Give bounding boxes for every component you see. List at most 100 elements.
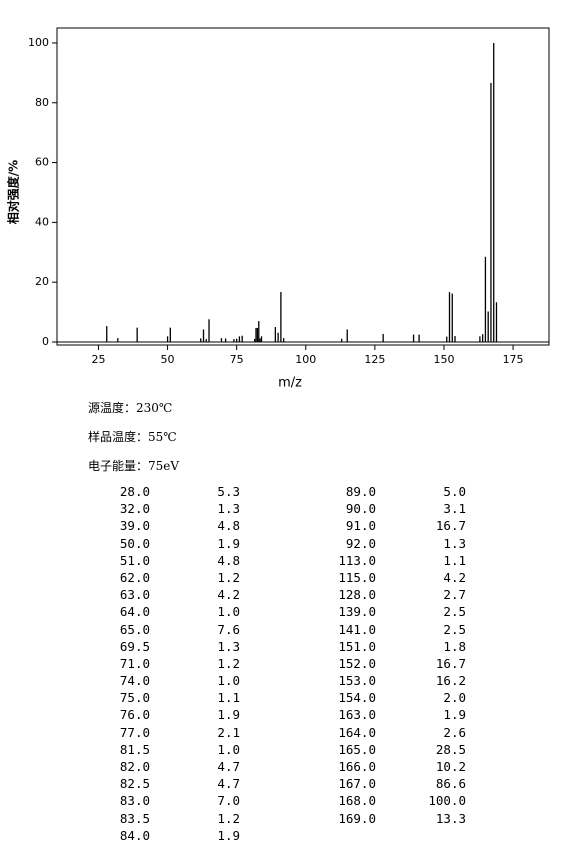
y-tick-label: 100 (28, 36, 49, 49)
table-row: 28.0 5.3 89.0 5.0 (90, 484, 490, 501)
condition: 样品温度：55℃ (88, 430, 177, 444)
table-cell: 4.2 (217, 587, 240, 603)
table-row: 62.0 1.2 115.0 4.2 (90, 570, 490, 587)
chart: m/z 相对强度/% 0 20 40 60 80 100 25 50 75 100 125 150 17… (6, 27, 550, 391)
table-cell: 168.0 (338, 793, 376, 809)
table-cell: 39.0 (119, 518, 150, 534)
table-cell: 141.0 (338, 621, 376, 637)
table-row: 76.0 1.9 163.0 1.9 (90, 707, 490, 724)
table-cell: 113.0 (338, 552, 376, 568)
table-cell: 1.3 (443, 535, 466, 551)
table-cell: 71.0 (119, 655, 150, 671)
table-cell: 1.1 (443, 552, 466, 568)
table-cell: 51.0 (119, 552, 150, 568)
y-tick-label: 20 (35, 275, 49, 288)
table-cell: 1.2 (217, 810, 240, 826)
table-cell: 1.9 (217, 535, 240, 551)
table-cell: 7.0 (217, 793, 240, 809)
y-tick-label: 40 (35, 215, 49, 228)
table-cell: 90.0 (345, 501, 376, 517)
table-cell: 1.9 (217, 707, 240, 723)
y-axis-label: 相对强度/% (6, 160, 21, 224)
table-cell: 2.1 (217, 724, 240, 740)
table-row: 65.0 7.6 141.0 2.5 (90, 622, 490, 639)
table-cell: 1.0 (217, 673, 240, 689)
table-cell: 4.2 (443, 569, 466, 585)
table-cell: 4.8 (217, 518, 240, 534)
table-cell: 63.0 (119, 587, 150, 603)
table-cell: 3.1 (443, 501, 466, 517)
table-cell: 64.0 (119, 604, 150, 620)
table-cell: 1.2 (217, 569, 240, 585)
table-cell: 4.7 (217, 759, 240, 774)
x-tick-label: 175 (503, 353, 524, 366)
table-cell: 163.0 (338, 707, 376, 723)
table-cell: 83.5 (119, 810, 150, 826)
table-cell: 76.0 (119, 707, 150, 723)
table-cell: 1.2 (217, 655, 240, 671)
table-cell: 69.5 (119, 638, 150, 654)
table-row: 63.0 4.2 128.0 2.7 (90, 587, 490, 604)
plot-frame (56, 27, 550, 346)
table-cell: 1.3 (217, 501, 240, 517)
table-row: 69.5 1.3 151.0 1.8 (90, 639, 490, 656)
table-cell: 89.0 (345, 484, 376, 499)
table-cell: 28.0 (119, 484, 150, 499)
table-cell: 10.2 (435, 759, 466, 774)
table-row: 75.0 1.1 154.0 2.0 (90, 690, 490, 707)
table-cell: 86.6 (435, 776, 466, 792)
table-cell: 115.0 (338, 569, 376, 585)
peak-table: 28.0 5.3 89.0 5.0 32.0 1.3 90.0 3.1 39.0 4.8 91.0 1… (90, 484, 490, 845)
table-row: 81.5 1.0 165.0 28.5 (90, 742, 490, 759)
table-cell: 166.0 (338, 759, 376, 774)
table-row: 83.0 7.0 168.0 100.0 (90, 793, 490, 810)
table-cell: 92.0 (345, 535, 376, 551)
table-cell: 2.5 (443, 604, 466, 620)
table-cell: 100.0 (428, 793, 466, 809)
table-cell: 16.7 (435, 655, 466, 671)
table-cell: 16.7 (435, 518, 466, 534)
table-cell: 91.0 (345, 518, 376, 534)
table-cell: 5.0 (443, 484, 466, 499)
table-cell: 82.0 (119, 759, 150, 774)
table-cell: 77.0 (119, 724, 150, 740)
table-cell: 164.0 (338, 724, 376, 740)
table-cell: 32.0 (119, 501, 150, 517)
table-cell: 165.0 (338, 741, 376, 757)
table-cell: 7.6 (217, 621, 240, 637)
table-cell: 2.6 (443, 724, 466, 740)
table-row: 77.0 2.1 164.0 2.6 (90, 725, 490, 742)
y-tick-label: 60 (35, 156, 49, 169)
table-cell: 50.0 (119, 535, 150, 551)
conditions: 源温度：230℃ 样品温度：55℃ 电子能量：75eV (88, 398, 179, 485)
table-cell: 151.0 (338, 638, 376, 654)
table-cell: 1.9 (217, 827, 240, 843)
table-cell: 81.5 (119, 741, 150, 757)
x-tick-label: 150 (433, 353, 454, 366)
y-tick-label: 80 (35, 96, 49, 109)
table-cell: 139.0 (338, 604, 376, 620)
table-cell: 65.0 (119, 621, 150, 637)
table-cell: 75.0 (119, 690, 150, 706)
table-cell: 1.1 (217, 690, 240, 706)
x-tick-label: 50 (161, 353, 175, 366)
table-cell: 2.0 (443, 690, 466, 706)
table-cell: 128.0 (338, 587, 376, 603)
table-cell: 2.7 (443, 587, 466, 603)
x-axis-label: m/z (278, 376, 302, 391)
table-row: 71.0 1.2 152.0 16.7 (90, 656, 490, 673)
x-tick-label: 75 (230, 353, 244, 366)
table-row: 39.0 4.8 91.0 16.7 (90, 518, 490, 535)
table-cell: 4.8 (217, 552, 240, 568)
table-cell: 28.5 (435, 741, 466, 757)
table-cell: 13.3 (435, 810, 466, 826)
table-row: 74.0 1.0 153.0 16.2 (90, 673, 490, 690)
table-cell: 83.0 (119, 793, 150, 809)
table-cell: 1.9 (443, 707, 466, 723)
table-cell: 152.0 (338, 655, 376, 671)
table-row: 82.5 4.7 167.0 86.6 (90, 776, 490, 793)
table-cell: 62.0 (119, 569, 150, 585)
table-row: 82.0 4.7 166.0 10.2 (90, 759, 490, 776)
condition: 电子能量：75eV (88, 459, 180, 473)
table-cell: 154.0 (338, 690, 376, 706)
